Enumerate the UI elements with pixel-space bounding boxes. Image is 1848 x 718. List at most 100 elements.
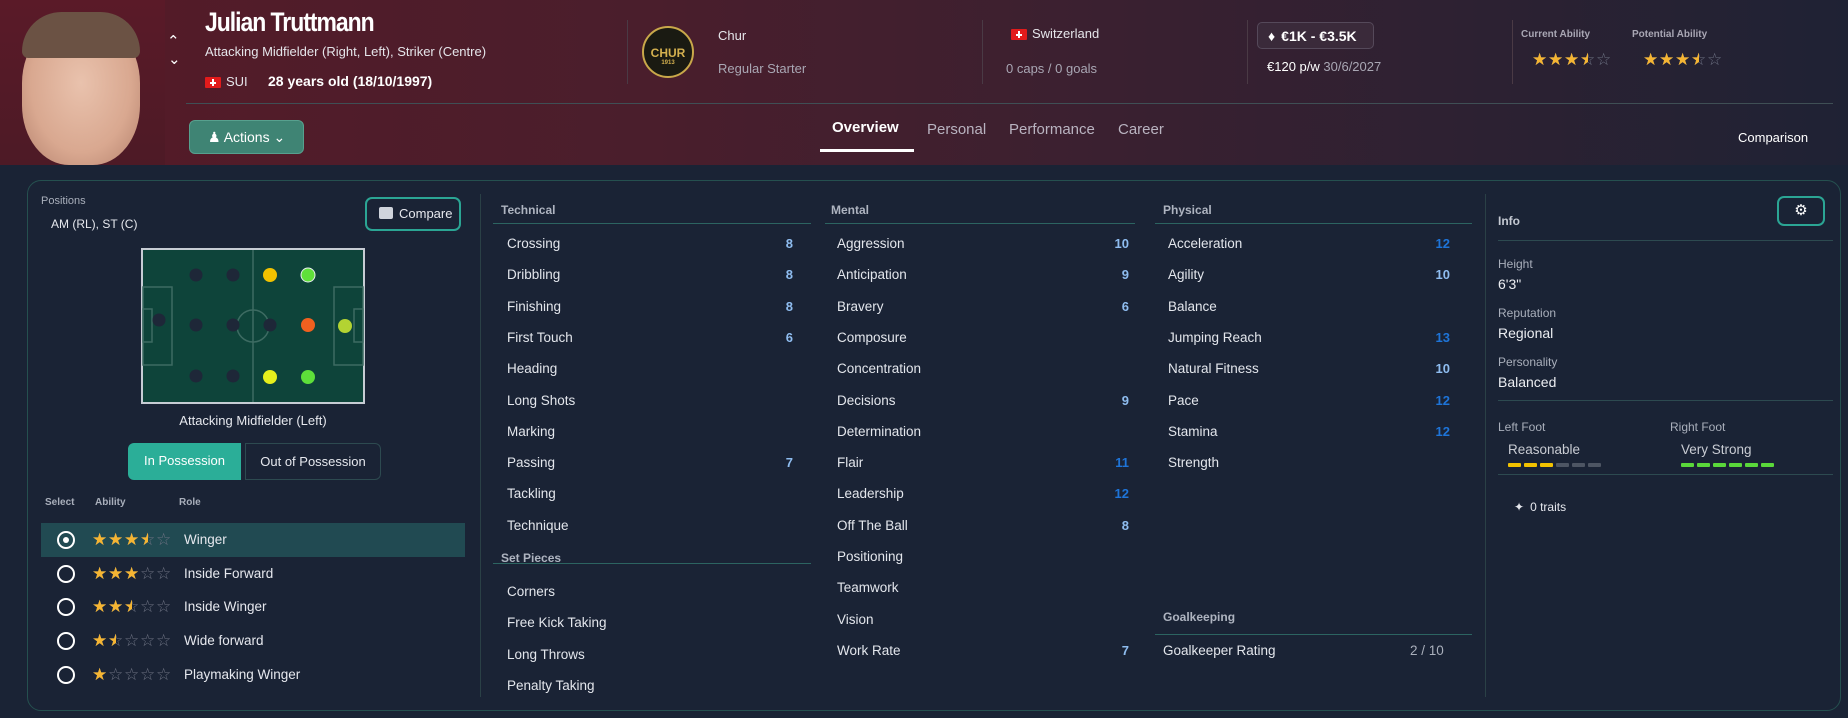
position-dot-gk[interactable] (152, 313, 166, 327)
international-country[interactable]: Switzerland (1011, 26, 1099, 41)
attribute-name: Tackling (507, 486, 556, 502)
position-dot-amc[interactable] (301, 318, 315, 332)
role-row[interactable]: ☆★☆★☆★☆★☆★ Inside Winger (41, 590, 465, 624)
star-icon: ☆★ (156, 563, 172, 583)
previous-player-chevron-icon[interactable]: ⌃ (167, 33, 180, 50)
attribute-name: Dribbling (507, 267, 561, 283)
left-foot-label: Left Foot (1498, 420, 1546, 434)
role-row[interactable]: ☆★☆★☆★☆★☆★ Winger (41, 523, 465, 557)
role-radio[interactable] (57, 598, 75, 617)
star-icon: ☆★ (156, 664, 172, 684)
role-radio[interactable] (57, 564, 75, 583)
international-caps: 0 caps / 0 goals (1006, 61, 1098, 76)
position-dot-dmc[interactable] (226, 318, 240, 332)
role-radio[interactable] (57, 632, 75, 651)
right-foot-value: Very Strong (1681, 442, 1752, 457)
info-header: Info (1498, 214, 1520, 228)
attribute-name: Anticipation (837, 267, 907, 283)
star-icon: ☆★ (140, 563, 156, 583)
price-tag-icon: ♦ (1268, 28, 1276, 44)
attribute-name: Long Throws (507, 646, 585, 662)
select-column-header: Select (45, 497, 75, 508)
out-of-possession-toggle[interactable]: Out of Possession (245, 443, 381, 480)
star-icon: ☆★ (124, 563, 140, 583)
traits[interactable]: ✦ 0 traits (1514, 500, 1567, 514)
star-icon: ☆★ (124, 530, 140, 549)
foot-bar-segment (1697, 463, 1710, 467)
attribute-name: Long Shots (507, 392, 576, 408)
player-photo (0, 0, 165, 165)
club-logo[interactable]: CHUR 1913 (642, 26, 694, 78)
position-dot-dr[interactable] (189, 369, 203, 383)
star-icon: ☆★ (140, 597, 156, 617)
role-row[interactable]: ☆★☆★☆★☆★☆★ Inside Forward (41, 557, 465, 591)
tab-personal[interactable]: Personal (927, 121, 987, 138)
left-foot-bar (1508, 462, 1604, 467)
sparkle-icon: ✦ (1514, 500, 1525, 514)
position-dot-dml[interactable] (226, 268, 240, 282)
position-dot-dl[interactable] (189, 268, 203, 282)
position-dot-ml[interactable] (263, 268, 277, 282)
role-radio[interactable] (57, 531, 75, 549)
goalkeeping-header: Goalkeeping (1163, 610, 1236, 624)
positions-value: AM (RL), ST (C) (51, 217, 138, 231)
in-possession-toggle[interactable]: In Possession (128, 443, 241, 480)
goalkeeper-rating-label: Goalkeeper Rating (1163, 643, 1276, 658)
position-dot-dmr[interactable] (226, 369, 240, 383)
role-wheel-button[interactable]: ⚙ (1777, 196, 1825, 226)
attribute-value: 6 (1121, 298, 1129, 314)
personality-value: Balanced (1498, 374, 1557, 390)
star-icon: ☆★ (156, 597, 172, 617)
role-radio[interactable] (57, 665, 75, 684)
position-dot-mc[interactable] (263, 318, 277, 332)
player-nationality: SUI (205, 74, 248, 89)
comparison-button[interactable]: Comparison (1738, 130, 1809, 145)
right-foot-label: Right Foot (1670, 420, 1726, 434)
position-dot-dc[interactable] (189, 318, 203, 332)
attribute-name: Balance (1168, 298, 1217, 314)
compare-button[interactable]: Compare (365, 197, 461, 231)
position-dot-st[interactable] (338, 319, 352, 333)
squad-status: Regular Starter (718, 61, 807, 76)
attribute-value: 9 (1121, 267, 1129, 283)
star-icon: ☆★ (92, 631, 108, 651)
transfer-value-badge[interactable]: ♦ €1K - €3.5K (1257, 22, 1374, 49)
position-dot-mr[interactable] (263, 370, 277, 384)
attribute-name: Off The Ball (837, 517, 908, 533)
attribute-value: 10 (1435, 361, 1450, 377)
role-name: Playmaking Winger (184, 666, 301, 682)
attribute-value: 12 (1435, 236, 1450, 251)
next-player-chevron-icon[interactable]: ⌄ (168, 51, 181, 68)
attribute-value: 12 (1435, 423, 1450, 439)
tab-career[interactable]: Career (1118, 121, 1164, 138)
positions-label: Positions (41, 195, 86, 207)
current-ability-stars: ☆★☆★☆★☆★☆★ (1532, 50, 1612, 70)
star-icon: ☆★ (92, 597, 108, 617)
attribute-name: Determination (837, 423, 922, 439)
attribute-value: 8 (1121, 517, 1129, 533)
role-row[interactable]: ☆★☆★☆★☆★☆★ Wide forward (41, 624, 465, 658)
star-icon: ☆★ (1707, 50, 1723, 69)
position-pitch[interactable] (141, 248, 365, 404)
attribute-name: Flair (837, 455, 864, 471)
foot-bar-segment (1681, 463, 1694, 467)
mental-header: Mental (831, 203, 870, 217)
attribute-value: 9 (1121, 392, 1129, 408)
attribute-value: 7 (1121, 642, 1129, 658)
attribute-name: Marking (507, 423, 556, 439)
set-pieces-header: Set Pieces (501, 551, 562, 565)
role-stars: ☆★☆★☆★☆★☆★ (92, 631, 172, 651)
tab-performance[interactable]: Performance (1009, 121, 1095, 138)
position-dot-aml[interactable] (300, 267, 316, 283)
actions-button[interactable]: ♟ Actions ⌄ (189, 120, 304, 154)
role-name: Winger (184, 532, 227, 547)
position-dot-amr[interactable] (301, 370, 315, 384)
star-icon: ☆★ (124, 631, 140, 651)
club-name[interactable]: Chur (718, 28, 747, 43)
right-foot-bar (1681, 462, 1777, 467)
swiss-flag-icon (205, 77, 221, 89)
tab-overview[interactable]: Overview (832, 119, 899, 136)
attribute-name: Natural Fitness (1168, 361, 1259, 377)
player-name: Julian Truttmann (205, 7, 375, 37)
role-row[interactable]: ☆★☆★☆★☆★☆★ Playmaking Winger (41, 658, 465, 692)
